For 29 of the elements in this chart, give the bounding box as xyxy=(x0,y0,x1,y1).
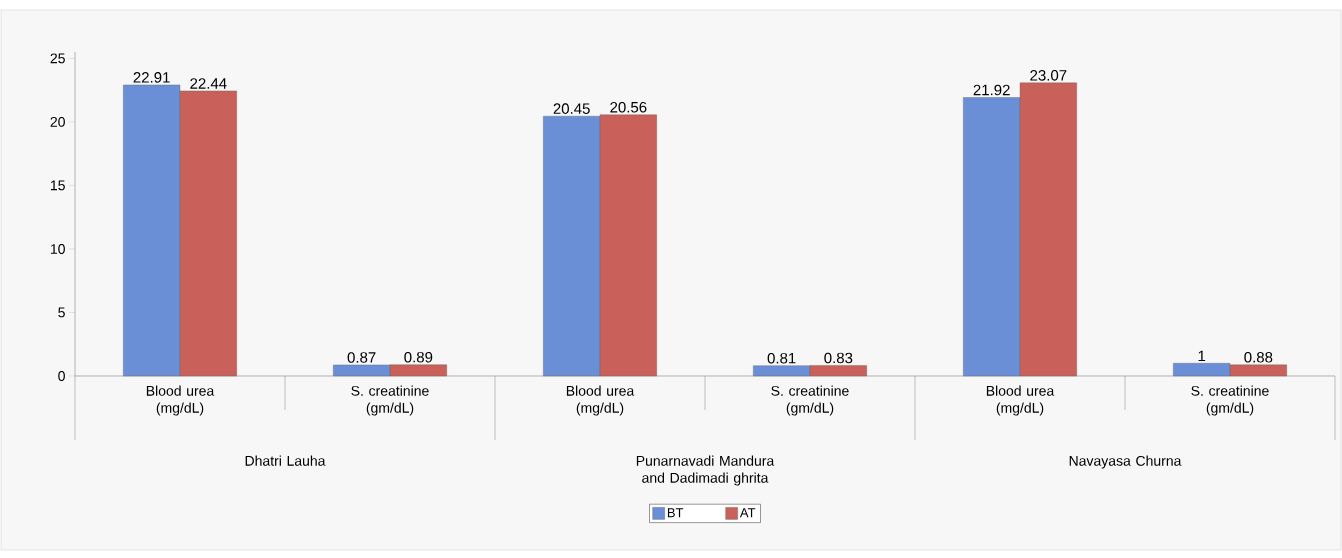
legend-label: BT xyxy=(667,508,684,518)
text: Dhatri Lauha xyxy=(245,455,326,466)
y-tick-label: 5 xyxy=(58,307,65,318)
y-tick-label: 10 xyxy=(50,243,65,254)
x-tick-label: S. creatinine (gm/dL) xyxy=(351,385,429,416)
y-tick-label: 20 xyxy=(50,116,65,127)
data-label: 21.92 xyxy=(973,84,1010,96)
data-label: 0.87 xyxy=(347,352,376,363)
data-label: 23.07 xyxy=(1030,70,1067,81)
legend-label: AT xyxy=(739,508,756,518)
data-label: 0.88 xyxy=(1244,352,1273,363)
x-tick-label: S. creatinine (gm/dL) xyxy=(1191,385,1269,416)
data-label: 0.81 xyxy=(767,352,796,364)
text: Punarnavadi Mandura and Dadimadi ghrita xyxy=(636,455,775,486)
data-label: 1 xyxy=(1198,350,1206,362)
y-tick-label: 25 xyxy=(50,53,65,64)
data-label: 22.91 xyxy=(133,72,170,83)
data-label: 20.45 xyxy=(553,103,590,114)
x-tick-label: S. creatinine (gm/dL) xyxy=(771,385,849,416)
text: Navayasa Churna xyxy=(1069,455,1182,469)
data-label: 20.56 xyxy=(610,101,647,113)
x-tick-label: Blood urea (mg/dL) xyxy=(146,385,215,416)
x-tick-label: Blood urea (mg/dL) xyxy=(986,385,1055,416)
x-tick-label: Blood urea (mg/dL) xyxy=(566,385,635,416)
y-tick-label: 0 xyxy=(58,371,65,381)
data-label: 0.83 xyxy=(824,352,853,364)
data-label: 22.44 xyxy=(190,78,227,89)
y-tick-label: 15 xyxy=(50,180,65,191)
data-label: 0.89 xyxy=(404,351,433,363)
